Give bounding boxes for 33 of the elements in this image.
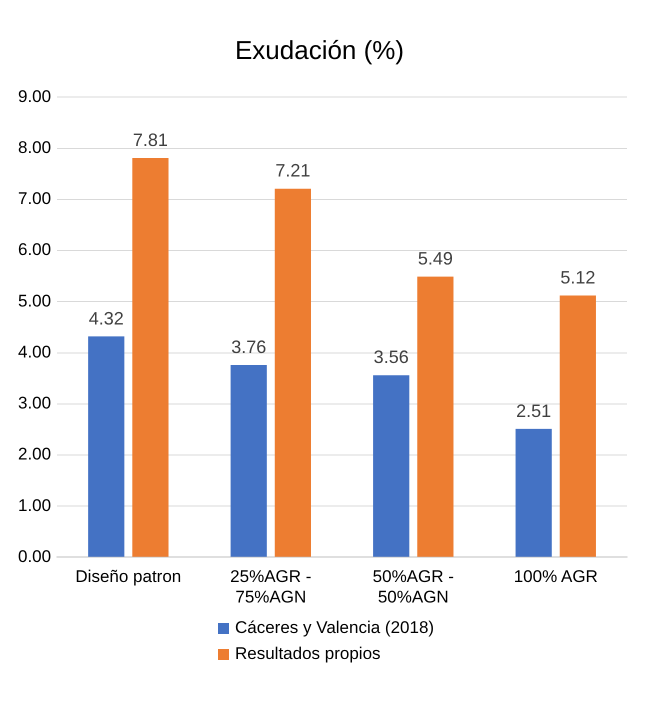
y-tick-label: 0.00 — [18, 546, 52, 566]
bar — [560, 296, 596, 557]
data-label: 3.56 — [374, 347, 409, 368]
data-label: 2.51 — [516, 400, 552, 421]
x-tick-label: 25%AGR - 75%AGN — [230, 567, 312, 606]
bar — [230, 365, 267, 557]
data-label: 3.76 — [231, 336, 266, 357]
data-label: 7.81 — [132, 130, 168, 150]
y-tick-label: 3.00 — [18, 394, 52, 413]
y-tick-label: 5.00 — [18, 291, 52, 310]
y-tick-label: 7.00 — [18, 189, 52, 208]
bar — [373, 375, 410, 557]
y-tick-label: 8.00 — [18, 138, 52, 157]
y-tick-label: 9.00 — [18, 86, 52, 106]
data-label: 7.21 — [275, 160, 310, 181]
legend-label: Resultados propios — [235, 644, 381, 664]
bar — [274, 188, 311, 557]
chart-title: Exudación (%) — [234, 34, 404, 65]
data-label: 5.49 — [418, 248, 453, 269]
legend-label: Cáceres y Valencia (2018) — [235, 618, 434, 638]
data-label: 5.12 — [560, 267, 596, 288]
y-tick-label: 6.00 — [18, 240, 52, 260]
bar — [417, 276, 454, 557]
bar — [132, 158, 169, 557]
bar — [88, 336, 124, 557]
data-label: 4.32 — [88, 308, 124, 328]
y-tick-label: 2.00 — [18, 444, 52, 464]
x-tick-label: 50%AGR - 50%AGN — [372, 567, 454, 606]
y-tick-label: 1.00 — [18, 496, 52, 515]
bar — [516, 428, 552, 557]
y-tick-label: 4.00 — [18, 342, 52, 362]
x-tick-label: Diseño patron — [75, 567, 182, 586]
x-tick-label: 100% AGR — [514, 567, 598, 586]
